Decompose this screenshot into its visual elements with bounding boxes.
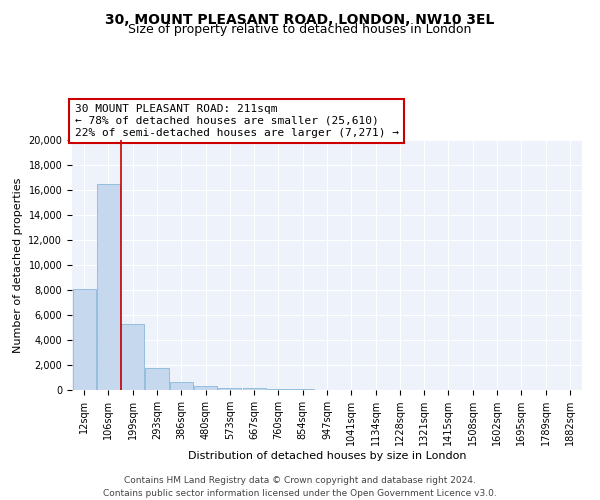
Bar xyxy=(242,388,266,390)
Bar xyxy=(145,368,169,390)
Bar xyxy=(218,388,241,390)
Text: 30 MOUNT PLEASANT ROAD: 211sqm
← 78% of detached houses are smaller (25,610)
22%: 30 MOUNT PLEASANT ROAD: 211sqm ← 78% of … xyxy=(74,104,398,138)
Text: Contains HM Land Registry data © Crown copyright and database right 2024.
Contai: Contains HM Land Registry data © Crown c… xyxy=(103,476,497,498)
Bar xyxy=(121,324,144,390)
Bar xyxy=(291,389,314,390)
Y-axis label: Number of detached properties: Number of detached properties xyxy=(13,178,23,352)
Bar xyxy=(194,386,217,390)
X-axis label: Distribution of detached houses by size in London: Distribution of detached houses by size … xyxy=(188,451,466,461)
Bar xyxy=(97,184,120,390)
Text: Size of property relative to detached houses in London: Size of property relative to detached ho… xyxy=(128,22,472,36)
Text: 30, MOUNT PLEASANT ROAD, LONDON, NW10 3EL: 30, MOUNT PLEASANT ROAD, LONDON, NW10 3E… xyxy=(106,12,494,26)
Bar xyxy=(267,389,290,390)
Bar xyxy=(73,289,95,390)
Bar xyxy=(170,382,193,390)
